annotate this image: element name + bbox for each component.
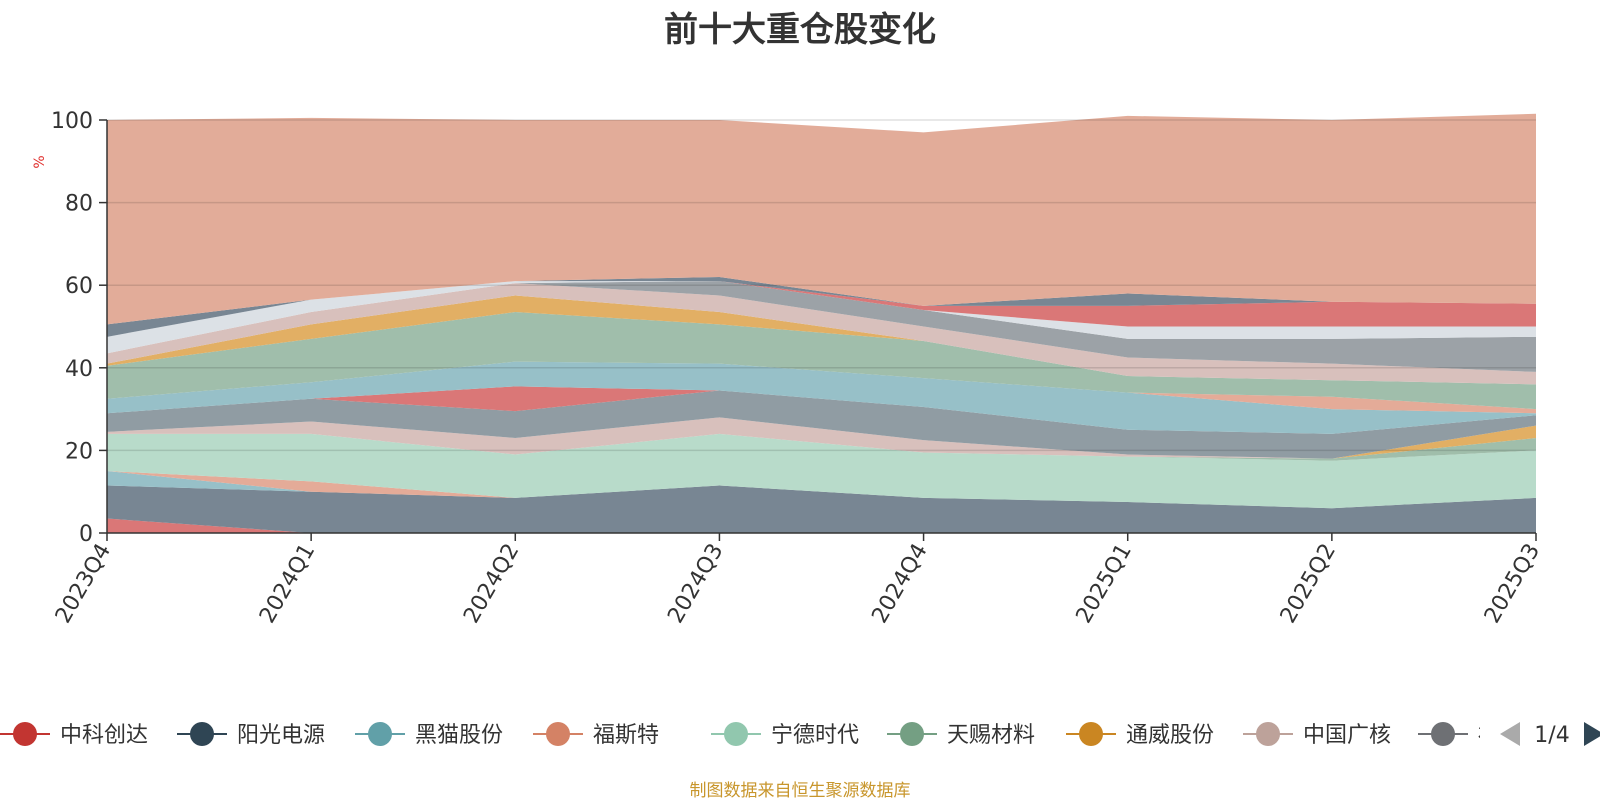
area-series-8[interactable] (107, 417, 1536, 459)
x-tick-label: 2024Q4 (867, 540, 932, 628)
legend-label: 中科创达 (60, 723, 148, 748)
y-axis-label: % (32, 155, 48, 168)
legend-marker-icon (900, 722, 924, 746)
area-series-4[interactable] (107, 471, 1536, 509)
legend-item-5[interactable]: 宁德时代 (711, 722, 859, 748)
legend-marker-icon (368, 722, 392, 746)
grid-lines (107, 119, 1536, 452)
area-series-10[interactable] (107, 386, 1536, 434)
legend-next-icon[interactable] (1584, 722, 1600, 746)
legend-prev-icon[interactable] (1500, 722, 1520, 746)
legend-marker-icon (724, 722, 748, 746)
legend-label: 黑猫股份 (415, 723, 503, 748)
area-series-12[interactable] (107, 361, 1536, 414)
area-series-13[interactable] (107, 312, 1536, 410)
legend-label: 天赐材料 (947, 723, 1035, 748)
legend-marker-icon (546, 722, 570, 746)
legend-label: 福斯特 (593, 723, 659, 748)
legend-item-3[interactable]: 黑猫股份 (355, 722, 503, 748)
legend-item-6[interactable]: 天赐材料 (887, 722, 1035, 748)
y-tick-label: 0 (79, 522, 93, 547)
legend-item-7[interactable]: 通威股份 (1066, 722, 1214, 748)
y-tick-label: 40 (65, 357, 93, 382)
legend-item-9[interactable]: 福莱特 (1418, 722, 1544, 748)
legend-item-2[interactable]: 阳光电源 (177, 722, 325, 748)
area-series-20[interactable] (107, 113, 1536, 325)
legend-page-indicator: 1/4 (1534, 723, 1569, 748)
legend-marker-icon (1256, 722, 1280, 746)
area-series-2[interactable] (107, 485, 1536, 533)
x-tick-label: 2024Q2 (459, 540, 524, 628)
legend-pager: 1/4 (1500, 722, 1600, 748)
legend-marker-icon (1079, 722, 1103, 746)
legend-marker-icon (1431, 722, 1455, 746)
legend-label: 通威股份 (1126, 723, 1214, 748)
chart-title: 前十大重仓股变化 (664, 10, 936, 50)
y-tick-label: 80 (65, 192, 93, 217)
y-tick-label: 60 (65, 274, 93, 299)
area-series-9[interactable] (107, 390, 1536, 459)
legend-label: 中国广核 (1303, 723, 1391, 748)
legend-label: 宁德时代 (771, 723, 859, 748)
legend-marker-icon (13, 722, 37, 746)
legend-marker-icon (190, 722, 214, 746)
legend-label: 福莱特 (1478, 723, 1544, 748)
x-tick-label: 2025Q2 (1276, 540, 1341, 628)
area-series-5[interactable] (107, 433, 1536, 509)
x-tick-label: 2023Q4 (51, 540, 116, 628)
area-series-11[interactable] (107, 361, 1536, 434)
legend-item-4[interactable]: 福斯特 (533, 722, 659, 748)
legend-item-8[interactable]: 中国广核 (1243, 722, 1391, 748)
x-tick-label: 2024Q3 (663, 540, 728, 628)
source-note: 制图数据来自恒生聚源数据库 (689, 781, 911, 801)
legend-item-1[interactable]: 中科创达 (0, 722, 148, 748)
y-tick-label: 20 (65, 439, 93, 464)
x-tick-label: 2025Q1 (1072, 540, 1137, 628)
area-series-14[interactable] (107, 295, 1536, 385)
area-series-18[interactable] (107, 281, 1536, 337)
area-series-17[interactable] (107, 281, 1536, 354)
area-series-15[interactable] (107, 283, 1536, 385)
legend: 中科创达 阳光电源 黑猫股份 福斯特 宁德时代 天赐材料 通威股份 中国广核 福莱特 (0, 722, 1544, 748)
area-series (107, 113, 1536, 533)
area-series-1[interactable] (107, 518, 1536, 533)
area-series-16[interactable] (107, 281, 1536, 372)
x-tick-label: 2025Q3 (1480, 540, 1545, 628)
y-tick-label: 100 (51, 109, 93, 134)
x-tick-label: 2024Q1 (255, 540, 320, 628)
legend-label: 阳光电源 (237, 723, 325, 748)
